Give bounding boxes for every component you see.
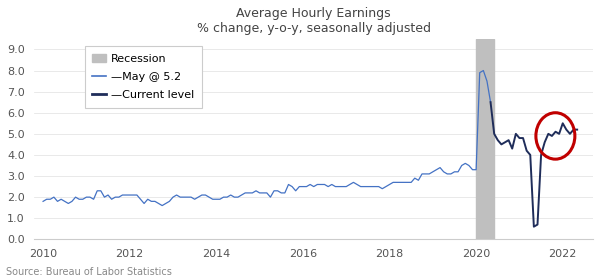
Bar: [476, 39, 494, 239]
Legend: Recession, —May @ 5.2, —Current level: Recession, —May @ 5.2, —Current level: [85, 46, 202, 108]
Title: Average Hourly Earnings
% change, y-o-y, seasonally adjusted: Average Hourly Earnings % change, y-o-y,…: [197, 7, 431, 35]
Text: Source: Bureau of Labor Statistics: Source: Bureau of Labor Statistics: [6, 267, 172, 277]
